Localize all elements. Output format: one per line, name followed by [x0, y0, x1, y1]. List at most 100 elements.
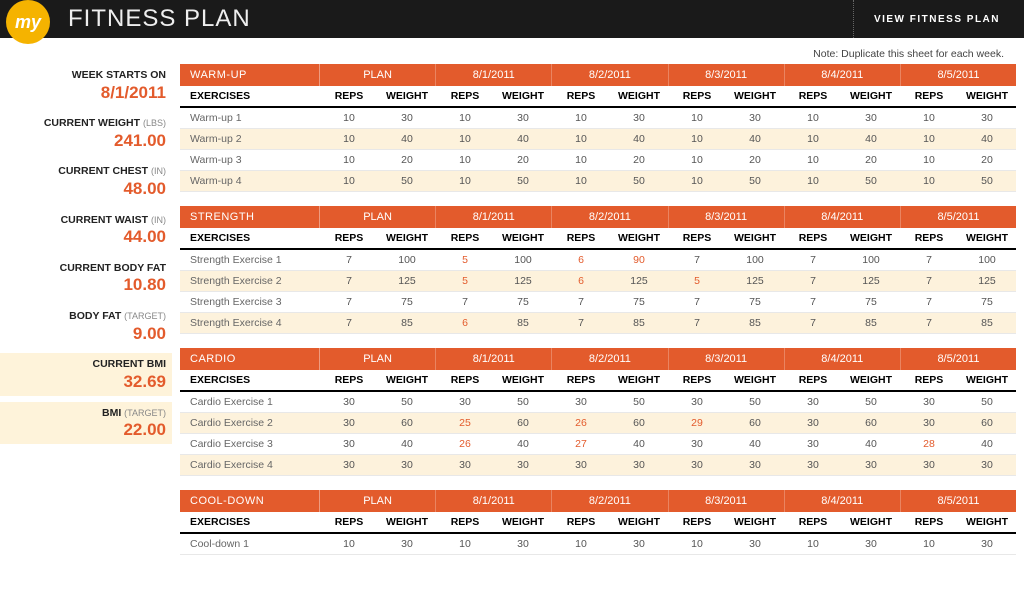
weight-cell[interactable]: 30: [378, 455, 436, 475]
reps-cell[interactable]: 7: [784, 250, 842, 270]
reps-cell[interactable]: 10: [784, 171, 842, 191]
reps-cell[interactable]: 30: [320, 434, 378, 454]
reps-cell[interactable]: 7: [436, 292, 494, 312]
reps-cell[interactable]: 30: [784, 455, 842, 475]
reps-cell[interactable]: 10: [900, 534, 958, 554]
weight-cell[interactable]: 75: [610, 292, 668, 312]
reps-cell[interactable]: 10: [900, 150, 958, 170]
reps-cell[interactable]: 7: [784, 313, 842, 333]
weight-cell[interactable]: 50: [610, 392, 668, 412]
weight-cell[interactable]: 60: [842, 413, 900, 433]
weight-cell[interactable]: 60: [726, 413, 784, 433]
reps-cell[interactable]: 7: [668, 292, 726, 312]
weight-cell[interactable]: 100: [378, 250, 436, 270]
weight-cell[interactable]: 85: [958, 313, 1016, 333]
weight-cell[interactable]: 30: [726, 534, 784, 554]
weight-cell[interactable]: 50: [726, 392, 784, 412]
weight-cell[interactable]: 40: [958, 434, 1016, 454]
weight-cell[interactable]: 85: [726, 313, 784, 333]
reps-cell[interactable]: 10: [436, 171, 494, 191]
weight-cell[interactable]: 40: [842, 434, 900, 454]
weight-cell[interactable]: 30: [378, 108, 436, 128]
reps-cell[interactable]: 7: [668, 313, 726, 333]
reps-cell[interactable]: 30: [784, 392, 842, 412]
weight-cell[interactable]: 40: [610, 434, 668, 454]
reps-cell[interactable]: 10: [900, 171, 958, 191]
reps-cell[interactable]: 10: [436, 108, 494, 128]
weight-cell[interactable]: 100: [494, 250, 552, 270]
reps-cell[interactable]: 7: [668, 250, 726, 270]
weight-cell[interactable]: 50: [378, 171, 436, 191]
reps-cell[interactable]: 10: [784, 150, 842, 170]
reps-cell[interactable]: 10: [668, 534, 726, 554]
weight-cell[interactable]: 60: [494, 413, 552, 433]
reps-cell[interactable]: 7: [900, 250, 958, 270]
weight-cell[interactable]: 30: [726, 108, 784, 128]
reps-cell[interactable]: 30: [436, 392, 494, 412]
reps-cell[interactable]: 26: [552, 413, 610, 433]
reps-cell[interactable]: 10: [668, 171, 726, 191]
reps-cell[interactable]: 5: [436, 250, 494, 270]
reps-cell[interactable]: 10: [668, 150, 726, 170]
reps-cell[interactable]: 10: [436, 129, 494, 149]
reps-cell[interactable]: 30: [668, 455, 726, 475]
weight-cell[interactable]: 40: [842, 129, 900, 149]
weight-cell[interactable]: 50: [958, 171, 1016, 191]
weight-cell[interactable]: 85: [842, 313, 900, 333]
weight-cell[interactable]: 125: [610, 271, 668, 291]
weight-cell[interactable]: 20: [958, 150, 1016, 170]
weight-cell[interactable]: 60: [958, 413, 1016, 433]
weight-cell[interactable]: 50: [494, 392, 552, 412]
weight-cell[interactable]: 75: [726, 292, 784, 312]
weight-cell[interactable]: 30: [610, 534, 668, 554]
weight-cell[interactable]: 30: [494, 534, 552, 554]
reps-cell[interactable]: 30: [900, 392, 958, 412]
reps-cell[interactable]: 30: [320, 392, 378, 412]
reps-cell[interactable]: 7: [320, 250, 378, 270]
reps-cell[interactable]: 10: [668, 129, 726, 149]
reps-cell[interactable]: 7: [552, 313, 610, 333]
weight-cell[interactable]: 20: [842, 150, 900, 170]
reps-cell[interactable]: 30: [784, 434, 842, 454]
reps-cell[interactable]: 10: [900, 129, 958, 149]
reps-cell[interactable]: 7: [784, 292, 842, 312]
reps-cell[interactable]: 30: [900, 413, 958, 433]
weight-cell[interactable]: 85: [610, 313, 668, 333]
weight-cell[interactable]: 125: [842, 271, 900, 291]
reps-cell[interactable]: 7: [900, 313, 958, 333]
reps-cell[interactable]: 10: [552, 108, 610, 128]
weight-cell[interactable]: 30: [842, 108, 900, 128]
reps-cell[interactable]: 10: [900, 108, 958, 128]
reps-cell[interactable]: 29: [668, 413, 726, 433]
weight-cell[interactable]: 85: [494, 313, 552, 333]
reps-cell[interactable]: 10: [320, 150, 378, 170]
weight-cell[interactable]: 50: [378, 392, 436, 412]
reps-cell[interactable]: 7: [900, 271, 958, 291]
weight-cell[interactable]: 40: [610, 129, 668, 149]
weight-cell[interactable]: 30: [958, 534, 1016, 554]
reps-cell[interactable]: 10: [552, 150, 610, 170]
weight-cell[interactable]: 50: [958, 392, 1016, 412]
weight-cell[interactable]: 100: [726, 250, 784, 270]
reps-cell[interactable]: 10: [552, 171, 610, 191]
view-fitness-plan-link[interactable]: VIEW FITNESS PLAN: [853, 0, 1000, 38]
reps-cell[interactable]: 10: [320, 129, 378, 149]
reps-cell[interactable]: 30: [668, 434, 726, 454]
weight-cell[interactable]: 100: [958, 250, 1016, 270]
reps-cell[interactable]: 30: [436, 455, 494, 475]
reps-cell[interactable]: 6: [552, 250, 610, 270]
weight-cell[interactable]: 50: [842, 392, 900, 412]
reps-cell[interactable]: 7: [900, 292, 958, 312]
reps-cell[interactable]: 25: [436, 413, 494, 433]
weight-cell[interactable]: 50: [726, 171, 784, 191]
weight-cell[interactable]: 30: [378, 534, 436, 554]
weight-cell[interactable]: 125: [378, 271, 436, 291]
weight-cell[interactable]: 40: [494, 129, 552, 149]
weight-cell[interactable]: 60: [610, 413, 668, 433]
weight-cell[interactable]: 40: [958, 129, 1016, 149]
weight-cell[interactable]: 125: [958, 271, 1016, 291]
reps-cell[interactable]: 6: [436, 313, 494, 333]
weight-cell[interactable]: 40: [726, 129, 784, 149]
reps-cell[interactable]: 10: [552, 129, 610, 149]
weight-cell[interactable]: 30: [494, 108, 552, 128]
